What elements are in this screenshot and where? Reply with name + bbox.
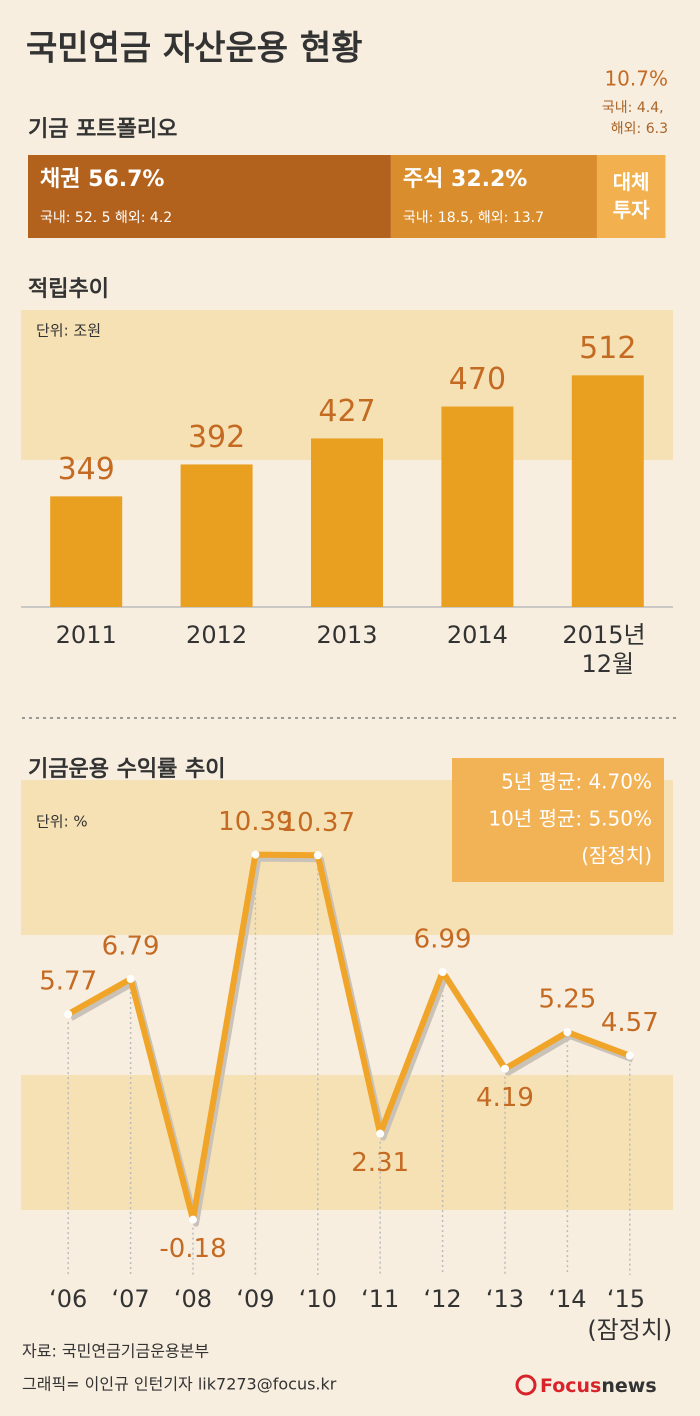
- x-tick-label: ‘11: [361, 1285, 399, 1313]
- point: [126, 974, 135, 983]
- logo: Focusnews: [540, 1375, 657, 1397]
- value-label: 6.79: [102, 931, 160, 961]
- segment: [390, 155, 597, 238]
- value-label: 392: [188, 420, 245, 455]
- value-label: 6.99: [414, 925, 472, 955]
- value-label: 427: [318, 394, 375, 429]
- point: [625, 1051, 634, 1060]
- value-label: 470: [449, 362, 506, 397]
- bar: [441, 406, 514, 607]
- value-label: 512: [579, 331, 636, 366]
- page-title: 국민연금 자산운용 현황: [26, 29, 362, 69]
- x-tick-label: 2015년 12월: [562, 621, 653, 678]
- source: 자료: 국민연금기금운용본부: [22, 1342, 209, 1361]
- annotation: (잠정치): [581, 844, 652, 868]
- unit-label: 단위: %: [36, 813, 88, 831]
- segment-detail: 국내: 4.4, 해외: 6.3: [602, 100, 668, 137]
- x-tick-label: 2012: [186, 621, 247, 649]
- annotation: 5년 평균: 4.70%: [501, 770, 652, 794]
- x-tick-label: ‘15 (잠정치): [587, 1285, 672, 1344]
- segment-name: 주식: [403, 167, 443, 192]
- segment-name: 채권: [40, 167, 80, 192]
- x-tick-label: ‘08: [174, 1285, 212, 1313]
- summary-box: [452, 758, 664, 882]
- band: [21, 310, 673, 460]
- logo-suffix: news: [601, 1375, 656, 1397]
- point: [189, 1215, 197, 1224]
- annotation: 10년 평균: 5.50%: [488, 807, 652, 831]
- point: [501, 1064, 509, 1073]
- x-tick-label: 2011: [56, 621, 117, 649]
- value-label: 10.37: [281, 808, 355, 838]
- band: [21, 1075, 673, 1210]
- x-tick-label: ‘09: [236, 1285, 274, 1313]
- segment-label: 주식 32.2%: [403, 167, 527, 192]
- x-tick-label: 2013: [316, 621, 377, 649]
- segment-label: 채권 56.7%: [40, 167, 164, 192]
- value-label: -0.18: [159, 1234, 226, 1264]
- value-label: 10.39: [218, 807, 292, 837]
- x-tick-label: ‘13: [486, 1285, 524, 1313]
- segment: [28, 155, 391, 238]
- value-label: 349: [58, 452, 115, 487]
- point: [376, 1129, 385, 1138]
- section-title: 적립추이: [28, 277, 109, 302]
- bar: [571, 375, 644, 607]
- logo-brand: Focus: [540, 1375, 601, 1397]
- segment-detail: 국내: 52. 5 해외: 4.2: [40, 210, 172, 226]
- x-tick-label: 2014: [447, 621, 508, 649]
- point: [251, 850, 260, 859]
- x-tick-label: ‘10: [299, 1285, 337, 1313]
- point: [563, 1028, 572, 1037]
- segment-name: 대체 투자: [613, 170, 650, 222]
- point: [64, 1010, 73, 1019]
- value-label: 4.19: [476, 1083, 534, 1113]
- unit-label: 단위: 조원: [36, 322, 101, 340]
- segment-value: 56.7%: [88, 167, 164, 192]
- credit: 그래픽= 이인규 인턴기자 lik7273@focus.kr: [22, 1375, 337, 1394]
- value-label: 4.57: [601, 1008, 659, 1038]
- bar: [180, 464, 253, 607]
- x-tick-label: ‘12: [424, 1285, 462, 1313]
- x-tick-label: ‘06: [49, 1285, 87, 1313]
- bar: [311, 438, 383, 607]
- line: [66, 851, 631, 1223]
- segment: [596, 155, 666, 238]
- value-label: 5.25: [538, 985, 596, 1015]
- section-title: 기금운용 수익률 추이: [28, 757, 225, 782]
- value-label: 2.31: [351, 1148, 409, 1178]
- segment-detail: 국내: 18.5, 해외: 13.7: [403, 210, 544, 226]
- point: [438, 968, 447, 977]
- x-tick-label: ‘07: [112, 1285, 150, 1313]
- logo-mark: [515, 1374, 537, 1396]
- point: [313, 851, 322, 860]
- segment-value: 32.2%: [451, 167, 527, 192]
- segment-value: 10.7%: [604, 67, 668, 91]
- value-label: 5.77: [39, 967, 97, 997]
- bar: [50, 496, 123, 607]
- section-title: 기금 포트폴리오: [28, 117, 177, 142]
- x-tick-label: ‘14: [548, 1285, 586, 1313]
